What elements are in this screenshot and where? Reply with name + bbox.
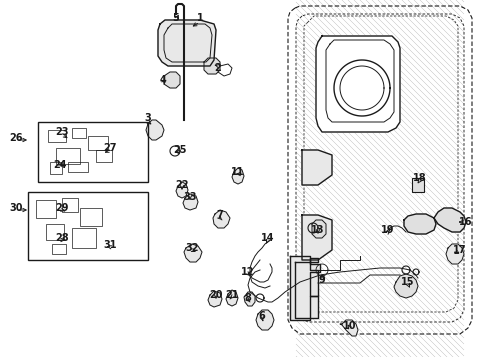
Bar xyxy=(36,200,56,218)
Text: 25: 25 xyxy=(173,145,186,155)
Polygon shape xyxy=(204,58,220,74)
Text: 9: 9 xyxy=(318,275,325,285)
Text: 33: 33 xyxy=(183,192,197,202)
Text: 29: 29 xyxy=(55,203,69,213)
Polygon shape xyxy=(231,168,243,184)
Bar xyxy=(72,228,96,248)
Text: 16: 16 xyxy=(458,217,472,227)
Polygon shape xyxy=(339,320,357,336)
Polygon shape xyxy=(302,150,332,185)
Text: 14: 14 xyxy=(261,233,274,243)
Text: 19: 19 xyxy=(380,225,394,235)
Bar xyxy=(62,198,78,212)
Text: 8: 8 xyxy=(244,293,251,303)
Text: 17: 17 xyxy=(453,245,466,255)
Text: 32: 32 xyxy=(185,243,198,253)
Text: 3: 3 xyxy=(144,113,151,123)
Bar xyxy=(48,130,66,142)
Text: 22: 22 xyxy=(175,180,188,190)
Polygon shape xyxy=(164,72,180,88)
Polygon shape xyxy=(182,194,197,210)
Polygon shape xyxy=(433,208,465,232)
Text: 20: 20 xyxy=(209,290,222,300)
Bar xyxy=(80,208,102,226)
Text: 13: 13 xyxy=(311,225,324,235)
Text: 1: 1 xyxy=(196,13,203,23)
Polygon shape xyxy=(289,256,318,320)
Text: 7: 7 xyxy=(216,210,223,220)
Text: 12: 12 xyxy=(241,267,254,277)
Polygon shape xyxy=(311,220,325,238)
Polygon shape xyxy=(146,120,164,140)
Text: 30: 30 xyxy=(9,203,23,213)
Bar xyxy=(96,150,112,162)
Polygon shape xyxy=(333,60,389,116)
Polygon shape xyxy=(256,310,273,330)
Text: 15: 15 xyxy=(400,277,414,287)
Text: 11: 11 xyxy=(231,167,244,177)
Text: 2: 2 xyxy=(214,63,221,73)
Polygon shape xyxy=(445,244,463,264)
Text: 27: 27 xyxy=(103,143,117,153)
Polygon shape xyxy=(316,36,399,132)
Polygon shape xyxy=(226,290,238,306)
Bar xyxy=(56,148,80,164)
Text: 26: 26 xyxy=(9,133,23,143)
Text: 10: 10 xyxy=(343,321,356,331)
Text: 4: 4 xyxy=(159,75,166,85)
Text: 21: 21 xyxy=(225,290,238,300)
Polygon shape xyxy=(393,274,417,298)
Polygon shape xyxy=(176,182,188,198)
Text: 6: 6 xyxy=(258,311,265,321)
Bar xyxy=(411,178,423,192)
Polygon shape xyxy=(158,20,215,66)
Text: 23: 23 xyxy=(55,127,69,137)
Text: 28: 28 xyxy=(55,233,69,243)
Bar xyxy=(72,128,86,138)
Bar xyxy=(28,192,148,260)
Text: 31: 31 xyxy=(103,240,117,250)
Polygon shape xyxy=(302,215,332,260)
Text: 24: 24 xyxy=(53,160,67,170)
Bar xyxy=(46,224,64,240)
Polygon shape xyxy=(183,244,201,262)
Polygon shape xyxy=(208,291,222,307)
Polygon shape xyxy=(243,292,255,306)
Text: 5: 5 xyxy=(172,13,179,23)
Polygon shape xyxy=(212,210,229,228)
Bar xyxy=(50,162,62,174)
Text: 18: 18 xyxy=(412,173,426,183)
Bar xyxy=(38,122,148,182)
Bar xyxy=(68,162,88,172)
Bar xyxy=(88,136,108,150)
Bar xyxy=(52,244,66,254)
Polygon shape xyxy=(403,214,435,234)
Polygon shape xyxy=(294,258,319,318)
